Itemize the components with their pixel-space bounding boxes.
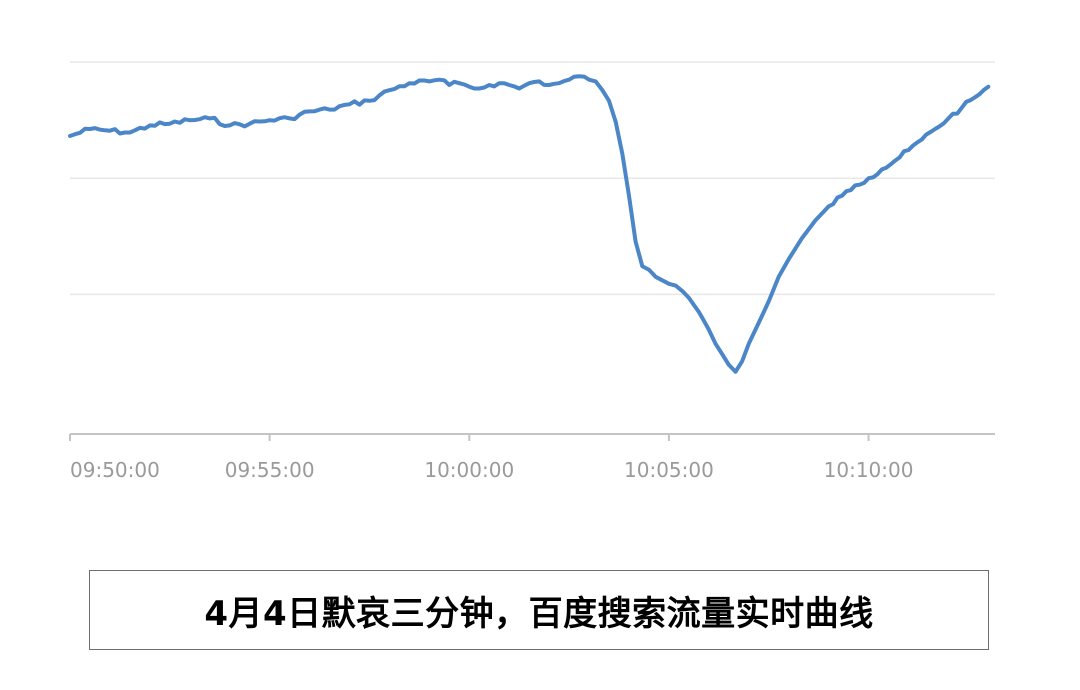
grid-lines	[70, 61, 995, 296]
caption-box: 4月4日默哀三分钟，百度搜索流量实时曲线	[89, 570, 989, 650]
search-traffic-line	[68, 74, 991, 374]
x-tick-label: 10:10:00	[824, 458, 914, 482]
x-tick-label: 10:00:00	[424, 458, 514, 482]
x-tick-label: 10:05:00	[624, 458, 714, 482]
x-axis-tick-labels: 09:50:00 09:55:00 10:00:00 10:05:00 10:10:00	[70, 458, 913, 482]
x-tick-label: 09:50:00	[70, 458, 160, 482]
chart-caption: 4月4日默哀三分钟，百度搜索流量实时曲线	[204, 593, 874, 634]
x-tick-label: 09:55:00	[225, 458, 315, 482]
x-axis-ticks	[69, 434, 870, 441]
line-chart: 09:50:00 09:55:00 10:00:00 10:05:00 10:10:00	[68, 61, 995, 482]
